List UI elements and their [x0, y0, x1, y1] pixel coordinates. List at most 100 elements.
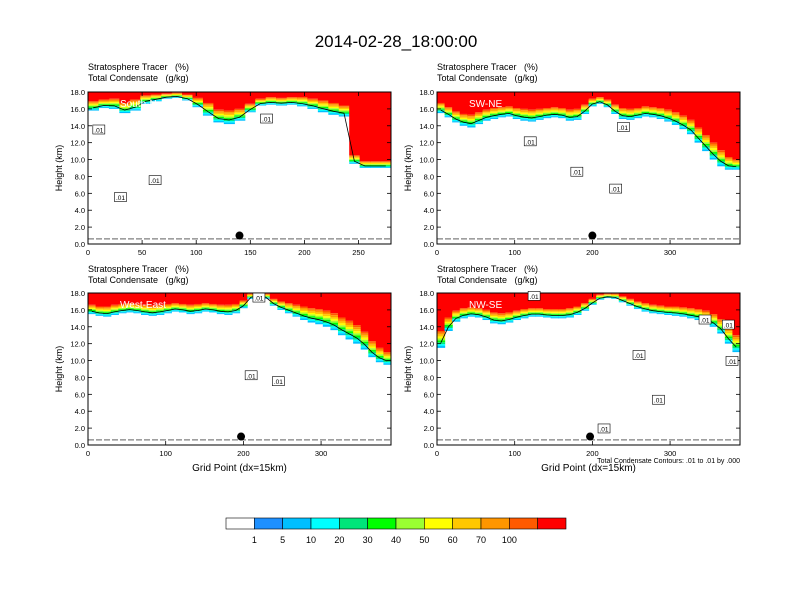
tracer-band [467, 117, 476, 120]
tracer-red [307, 293, 316, 309]
tracer-band [565, 114, 574, 116]
tracer-band [133, 303, 142, 306]
tracer-band [171, 95, 183, 96]
contour-label-text: .01 [572, 170, 581, 177]
tracer-band [717, 331, 726, 334]
tracer-band [315, 309, 324, 311]
tracer-band [656, 112, 665, 115]
contour-label-box [272, 376, 285, 386]
tracer-band [103, 311, 112, 313]
tracer-band [717, 327, 726, 329]
tracer-band [360, 339, 369, 342]
contour-label: .01 [570, 166, 584, 177]
contour-label-text: .01 [274, 379, 283, 386]
colorbar-swatch [395, 517, 425, 530]
tracer-band [565, 308, 574, 310]
tracer-band [565, 313, 574, 315]
y-tick-label: 2.0 [75, 223, 85, 232]
tracer-band [724, 334, 734, 337]
tracer-red [98, 92, 110, 100]
tracer-red [202, 92, 214, 103]
tracer-band [129, 104, 141, 106]
tracer-band [512, 117, 521, 120]
tracer-band [296, 102, 309, 104]
tracer-band [709, 150, 718, 153]
tracer-band [150, 95, 162, 97]
tracer-red [103, 293, 112, 307]
tracer-band [459, 311, 468, 313]
tracer-band [618, 298, 627, 300]
tracer-band [535, 309, 544, 311]
tracer-band [490, 109, 499, 111]
tracer-band [565, 119, 574, 121]
contour-label-text: .01 [611, 187, 620, 194]
tracer-band [234, 118, 246, 120]
tracer-band [596, 294, 605, 296]
tracer-band [328, 109, 340, 111]
tracer-band [490, 314, 499, 317]
tracer-band [664, 306, 673, 308]
tracer-band [550, 109, 559, 111]
tracer-band [192, 103, 204, 105]
tracer-band [467, 119, 476, 121]
tracer-band [505, 109, 514, 111]
colorbar-swatch [367, 517, 397, 530]
tracer-band [95, 307, 104, 309]
tracer-band [497, 116, 506, 118]
tracer-red [110, 293, 119, 305]
tracer-band [452, 313, 461, 315]
x-tick-label: 300 [664, 248, 677, 257]
tracer-band [588, 299, 597, 301]
header-line2: Total Condensate (g/kg) [437, 73, 538, 83]
tracer-band [88, 313, 97, 315]
tracer-band [535, 110, 544, 112]
tracer-band [239, 302, 248, 304]
tracer-band [223, 113, 235, 116]
tracer-band [482, 313, 491, 315]
tracer-band [296, 98, 309, 100]
header-line1: Stratosphere Tracer (%) [88, 62, 190, 72]
tracer-band [490, 313, 499, 315]
tracer-band [490, 116, 499, 118]
tracer-band [543, 310, 552, 312]
tracer-red [573, 293, 582, 307]
contour-label-text: .01 [116, 195, 125, 202]
x-tick-label: 200 [298, 248, 311, 257]
y-tick-label: 2.0 [424, 424, 434, 433]
tracer-band [353, 341, 362, 344]
tracer-red [490, 293, 499, 313]
tracer-band [322, 316, 331, 318]
tracer-band [482, 119, 491, 121]
tracer-band [345, 320, 354, 323]
tracer-red [550, 293, 559, 310]
tracer-band [679, 311, 688, 313]
tracer-band [596, 295, 605, 296]
tracer-band [286, 100, 298, 102]
tracer-band [709, 142, 718, 145]
tracer-band [459, 124, 468, 126]
tracer-band [186, 308, 195, 310]
tracer-band [467, 311, 476, 313]
tracer-band [300, 317, 309, 319]
tracer-band [265, 100, 277, 102]
y-tick-label: 6.0 [75, 390, 85, 399]
tracer-band [459, 116, 468, 118]
tracer-band [148, 305, 157, 307]
tracer-band [618, 117, 627, 120]
tracer-band [558, 110, 567, 112]
tracer-band [307, 308, 316, 310]
tracer-band [686, 312, 696, 314]
y-tick-label: 14.0 [419, 323, 434, 332]
tracer-band [626, 108, 635, 111]
tracer-red [694, 92, 703, 128]
tracer-band [596, 99, 605, 101]
location-marker [235, 231, 244, 240]
tracer-band [482, 112, 491, 114]
tracer-band [618, 297, 627, 299]
tracer-band [88, 109, 100, 111]
x-tick-label: 300 [315, 449, 328, 458]
tracer-band [322, 317, 331, 320]
tracer-band [459, 113, 468, 116]
y-tick-label: 6.0 [75, 189, 85, 198]
tracer-band [732, 350, 740, 353]
